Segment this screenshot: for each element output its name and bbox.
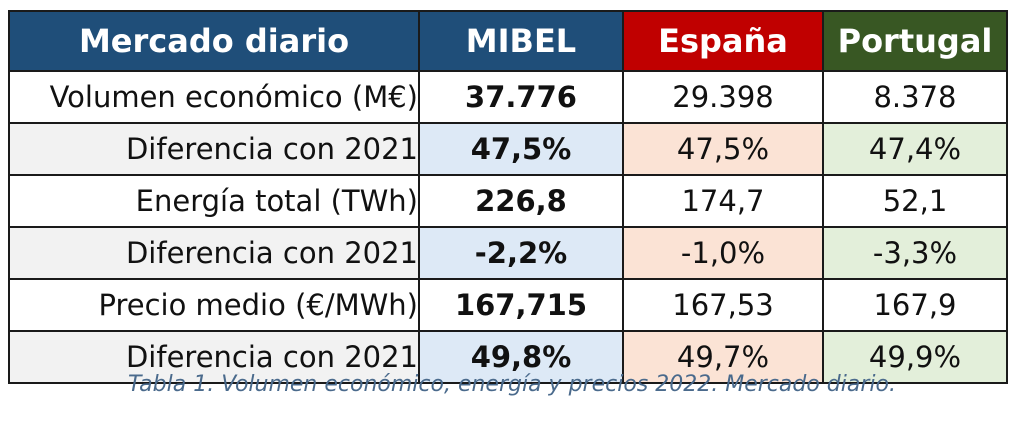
cell-mibel: 226,8 — [418, 174, 624, 228]
cell-espana: 174,7 — [622, 174, 824, 228]
cell-mibel: 167,715 — [418, 278, 624, 332]
table-row: Diferencia con 2021 49,8% 49,7% 49,9% — [8, 330, 1008, 384]
header-mibel: MIBEL — [418, 10, 624, 72]
row-label: Diferencia con 2021 — [8, 122, 420, 176]
cell-espana: -1,0% — [622, 226, 824, 280]
row-label: Diferencia con 2021 — [8, 226, 420, 280]
market-table: Mercado diario MIBEL España Portugal Vol… — [8, 10, 1008, 384]
cell-portugal: 8.378 — [822, 70, 1008, 124]
cell-mibel: 49,8% — [418, 330, 624, 384]
table-row: Energía total (TWh) 226,8 174,7 52,1 — [8, 174, 1008, 228]
cell-mibel: 37.776 — [418, 70, 624, 124]
cell-espana: 29.398 — [622, 70, 824, 124]
table-row: Diferencia con 2021 47,5% 47,5% 47,4% — [8, 122, 1008, 176]
row-label: Volumen económico (M€) — [8, 70, 420, 124]
table-row: Precio medio (€/MWh) 167,715 167,53 167,… — [8, 278, 1008, 332]
table-caption: Tabla 1. Volumen económico, energía y pr… — [128, 372, 896, 397]
row-label: Precio medio (€/MWh) — [8, 278, 420, 332]
cell-espana: 167,53 — [622, 278, 824, 332]
row-label: Energía total (TWh) — [8, 174, 420, 228]
cell-portugal: 49,9% — [822, 330, 1008, 384]
cell-portugal: -3,3% — [822, 226, 1008, 280]
header-espana: España — [622, 10, 824, 72]
cell-portugal: 52,1 — [822, 174, 1008, 228]
cell-mibel: -2,2% — [418, 226, 624, 280]
cell-mibel: 47,5% — [418, 122, 624, 176]
header-portugal: Portugal — [822, 10, 1008, 72]
table-row: Diferencia con 2021 -2,2% -1,0% -3,3% — [8, 226, 1008, 280]
table-header-row: Mercado diario MIBEL España Portugal — [8, 10, 1008, 72]
cell-portugal: 47,4% — [822, 122, 1008, 176]
cell-portugal: 167,9 — [822, 278, 1008, 332]
cell-espana: 49,7% — [622, 330, 824, 384]
header-mercado-diario: Mercado diario — [8, 10, 420, 72]
table-row: Volumen económico (M€) 37.776 29.398 8.3… — [8, 70, 1008, 124]
cell-espana: 47,5% — [622, 122, 824, 176]
row-label: Diferencia con 2021 — [8, 330, 420, 384]
